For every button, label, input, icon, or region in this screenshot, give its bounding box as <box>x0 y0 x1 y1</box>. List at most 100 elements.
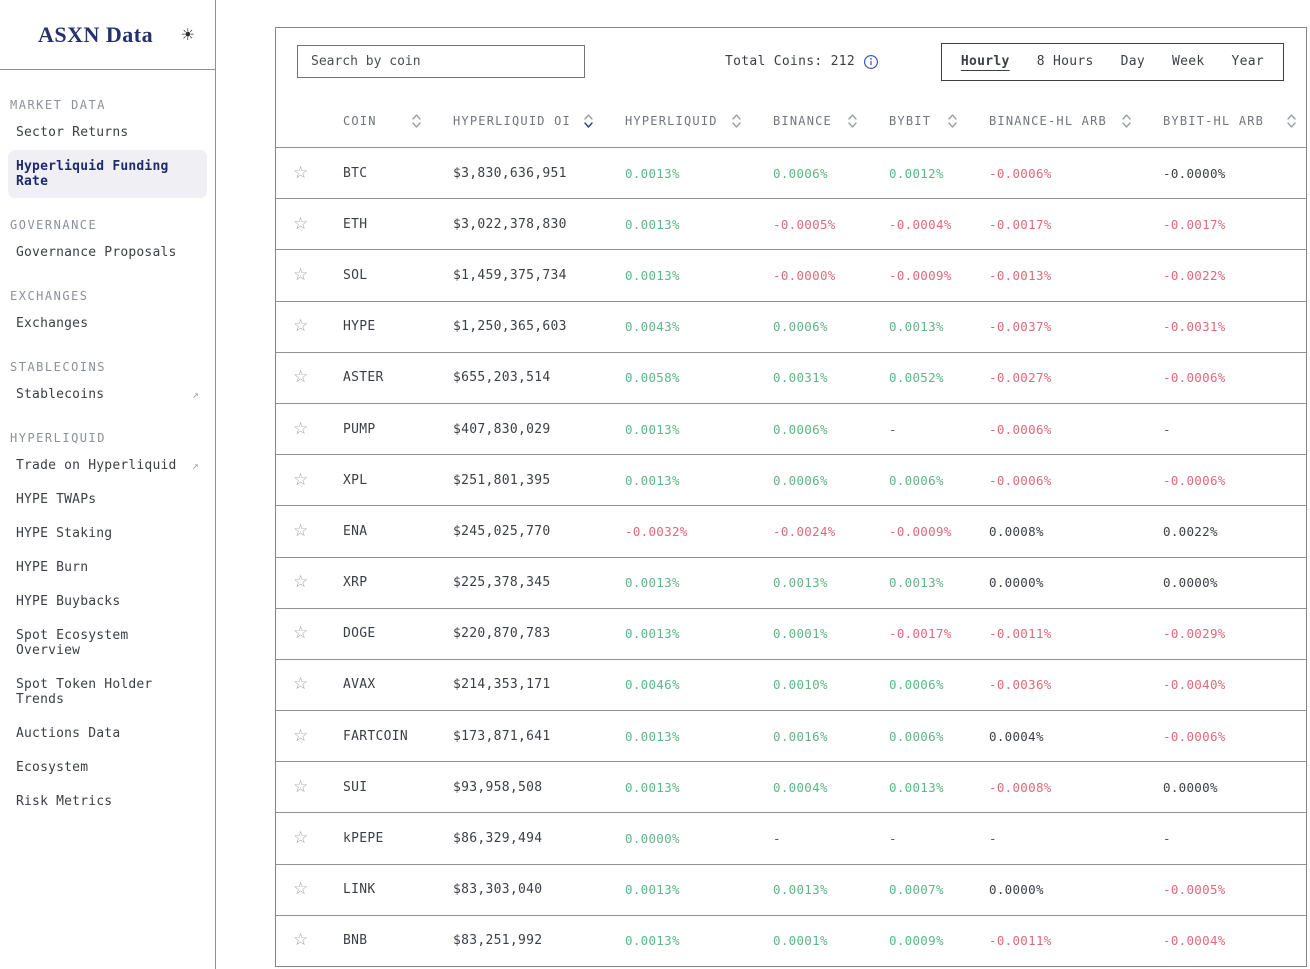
coin-name: HYPE <box>343 319 376 335</box>
sidebar-item-auctions-data[interactable]: Auctions Data <box>8 717 207 750</box>
column-header-binance-hl-arb[interactable]: BINANCE-HL ARB <box>977 114 1151 128</box>
column-header-label: BINANCE-HL ARB <box>989 114 1107 128</box>
app-logo: ASXN Data <box>38 21 154 47</box>
favorite-star-icon[interactable]: ☆ <box>293 776 309 797</box>
sort-control[interactable] <box>412 114 421 128</box>
favorite-star-icon[interactable]: ☆ <box>293 418 309 439</box>
column-header-binance[interactable]: BINANCE <box>761 114 877 128</box>
sidebar-section-title-exchanges: EXCHANGES <box>10 289 89 303</box>
table-body: ☆ BTC $3,830,636,951 0.0013% 0.0006% 0.0012% -… <box>276 147 1306 966</box>
column-header-coin[interactable]: COIN <box>331 114 441 128</box>
sidebar-section-title-governance: GOVERNANCE <box>10 218 98 232</box>
search-input[interactable] <box>297 45 585 78</box>
coin-name: XRP <box>343 575 368 591</box>
coin-name: DOGE <box>343 626 376 642</box>
rate-value-2: 0.0006% <box>889 677 944 693</box>
favorite-star-icon[interactable]: ☆ <box>293 213 309 234</box>
favorite-star-icon[interactable]: ☆ <box>293 674 309 695</box>
rate-value-2: -0.0017% <box>889 626 952 642</box>
coin-name: kPEPE <box>343 831 384 847</box>
sidebar-item-spot-token-holder-trends[interactable]: Spot Token Holder Trends <box>8 668 207 716</box>
sidebar-item-hype-buybacks[interactable]: HYPE Buybacks <box>8 585 207 618</box>
sidebar-item-hyperliquid-funding-rate[interactable]: Hyperliquid Funding Rate <box>8 150 207 198</box>
sort-control[interactable] <box>732 114 741 128</box>
rate-value-0: 0.0000% <box>625 831 680 847</box>
rate-value-2: 0.0007% <box>889 882 944 898</box>
open-interest-value: $220,870,783 <box>453 626 551 642</box>
sidebar-item-label: Risk Metrics <box>16 794 113 809</box>
sidebar-item-label: HYPE Buybacks <box>16 594 121 609</box>
sidebar-item-spot-ecosystem-overview[interactable]: Spot Ecosystem Overview <box>8 619 207 667</box>
favorite-star-icon[interactable]: ☆ <box>293 725 309 746</box>
rate-value-0: -0.0032% <box>625 523 688 539</box>
rate-value-2: 0.0009% <box>889 933 944 949</box>
rate-value-3: -0.0037% <box>989 319 1052 335</box>
tab-week[interactable]: Week <box>1171 54 1205 69</box>
sidebar-item-label: Governance Proposals <box>16 245 177 260</box>
sidebar-item-label: Hyperliquid Funding Rate <box>16 159 169 189</box>
sort-control[interactable] <box>948 114 957 128</box>
open-interest-value: $86,329,494 <box>453 831 543 847</box>
rate-value-0: 0.0013% <box>625 779 680 795</box>
column-header-hyperliquid[interactable]: HYPERLIQUID <box>613 114 761 128</box>
toolbar: Total Coins: 212 Hourly 8 Hours Day Week Yea… <box>276 28 1306 95</box>
rate-value-2: - <box>889 421 897 437</box>
rate-value-3: -0.0036% <box>989 677 1052 693</box>
favorite-star-icon[interactable]: ☆ <box>293 520 309 541</box>
sidebar: ASXN Data ☀ MARKET DATA Sector Returns Hyp… <box>0 0 216 969</box>
table-row-aster: ☆ ASTER $655,203,514 0.0058% 0.0031% 0.0052% -… <box>276 351 1306 403</box>
rate-value-3: 0.0000% <box>989 575 1044 591</box>
theme-toggle-sun-icon[interactable]: ☀ <box>180 25 195 44</box>
sidebar-item-governance-proposals[interactable]: Governance Proposals <box>8 236 207 269</box>
sidebar-item-exchanges[interactable]: Exchanges <box>8 307 207 340</box>
favorite-star-icon[interactable]: ☆ <box>293 828 309 849</box>
sidebar-item-label: HYPE Staking <box>16 526 113 541</box>
column-header-bybit[interactable]: BYBIT <box>877 114 977 128</box>
rate-value-4: -0.0040% <box>1163 677 1226 693</box>
column-header-label: BYBIT <box>889 114 932 128</box>
table-row-kpepe: ☆ kPEPE $86,329,494 0.0000% - - - - <box>276 812 1306 863</box>
favorite-cell: ☆ <box>276 369 331 386</box>
sort-control[interactable] <box>584 114 593 128</box>
sidebar-item-sector-returns[interactable]: Sector Returns <box>8 116 207 149</box>
sidebar-item-label: HYPE TWAPs <box>16 492 97 507</box>
rate-value-0: 0.0013% <box>625 728 680 744</box>
sort-control[interactable] <box>1287 114 1296 128</box>
favorite-star-icon[interactable]: ☆ <box>293 264 309 285</box>
rate-value-4: -0.0004% <box>1163 933 1226 949</box>
favorite-cell: ☆ <box>276 264 331 285</box>
open-interest-value: $655,203,514 <box>453 370 551 386</box>
sidebar-item-hype-staking[interactable]: HYPE Staking <box>8 517 207 550</box>
tab-hourly[interactable]: Hourly <box>960 54 1010 69</box>
column-header-label: BYBIT-HL ARB <box>1163 114 1265 128</box>
sidebar-item-risk-metrics[interactable]: Risk Metrics <box>8 785 207 818</box>
favorite-star-icon[interactable]: ☆ <box>293 572 309 593</box>
sort-control[interactable] <box>848 114 857 128</box>
favorite-star-icon[interactable]: ☆ <box>293 316 309 337</box>
tab-day[interactable]: Day <box>1120 54 1145 69</box>
favorite-star-icon[interactable]: ☆ <box>293 623 309 644</box>
info-icon[interactable] <box>863 54 879 70</box>
table-header: COIN HYPERLIQUID OI HYPERLIQUID BINANCE BYBI… <box>276 95 1306 147</box>
sidebar-item-stablecoins[interactable]: Stablecoins ↗ <box>8 378 207 411</box>
tab-year[interactable]: Year <box>1231 54 1264 69</box>
favorite-star-icon[interactable]: ☆ <box>293 469 309 490</box>
coin-name: BNB <box>343 933 368 949</box>
favorite-star-icon[interactable]: ☆ <box>293 879 309 900</box>
favorite-star-icon[interactable]: ☆ <box>293 367 309 388</box>
sort-control[interactable] <box>1122 114 1131 128</box>
sidebar-item-hype-burn[interactable]: HYPE Burn <box>8 551 207 584</box>
favorite-star-icon[interactable]: ☆ <box>293 162 309 183</box>
column-header-hyperliquid-oi[interactable]: HYPERLIQUID OI <box>441 114 613 128</box>
favorite-star-icon[interactable]: ☆ <box>293 930 309 951</box>
rate-value-4: -0.0006% <box>1163 472 1226 488</box>
sidebar-item-label: Spot Token Holder Trends <box>16 677 153 707</box>
external-link-icon: ↗ <box>192 459 199 472</box>
sidebar-item-hype-twaps[interactable]: HYPE TWAPs <box>8 483 207 516</box>
sidebar-item-trade-on-hyperliquid[interactable]: Trade on Hyperliquid ↗ <box>8 449 207 482</box>
sidebar-item-ecosystem[interactable]: Ecosystem <box>8 751 207 784</box>
tab-8-hours[interactable]: 8 Hours <box>1036 54 1094 69</box>
column-header-bybit-hl-arb[interactable]: BYBIT-HL ARB <box>1151 114 1306 128</box>
rate-value-3: 0.0008% <box>989 523 1044 539</box>
rate-value-2: -0.0009% <box>889 523 952 539</box>
